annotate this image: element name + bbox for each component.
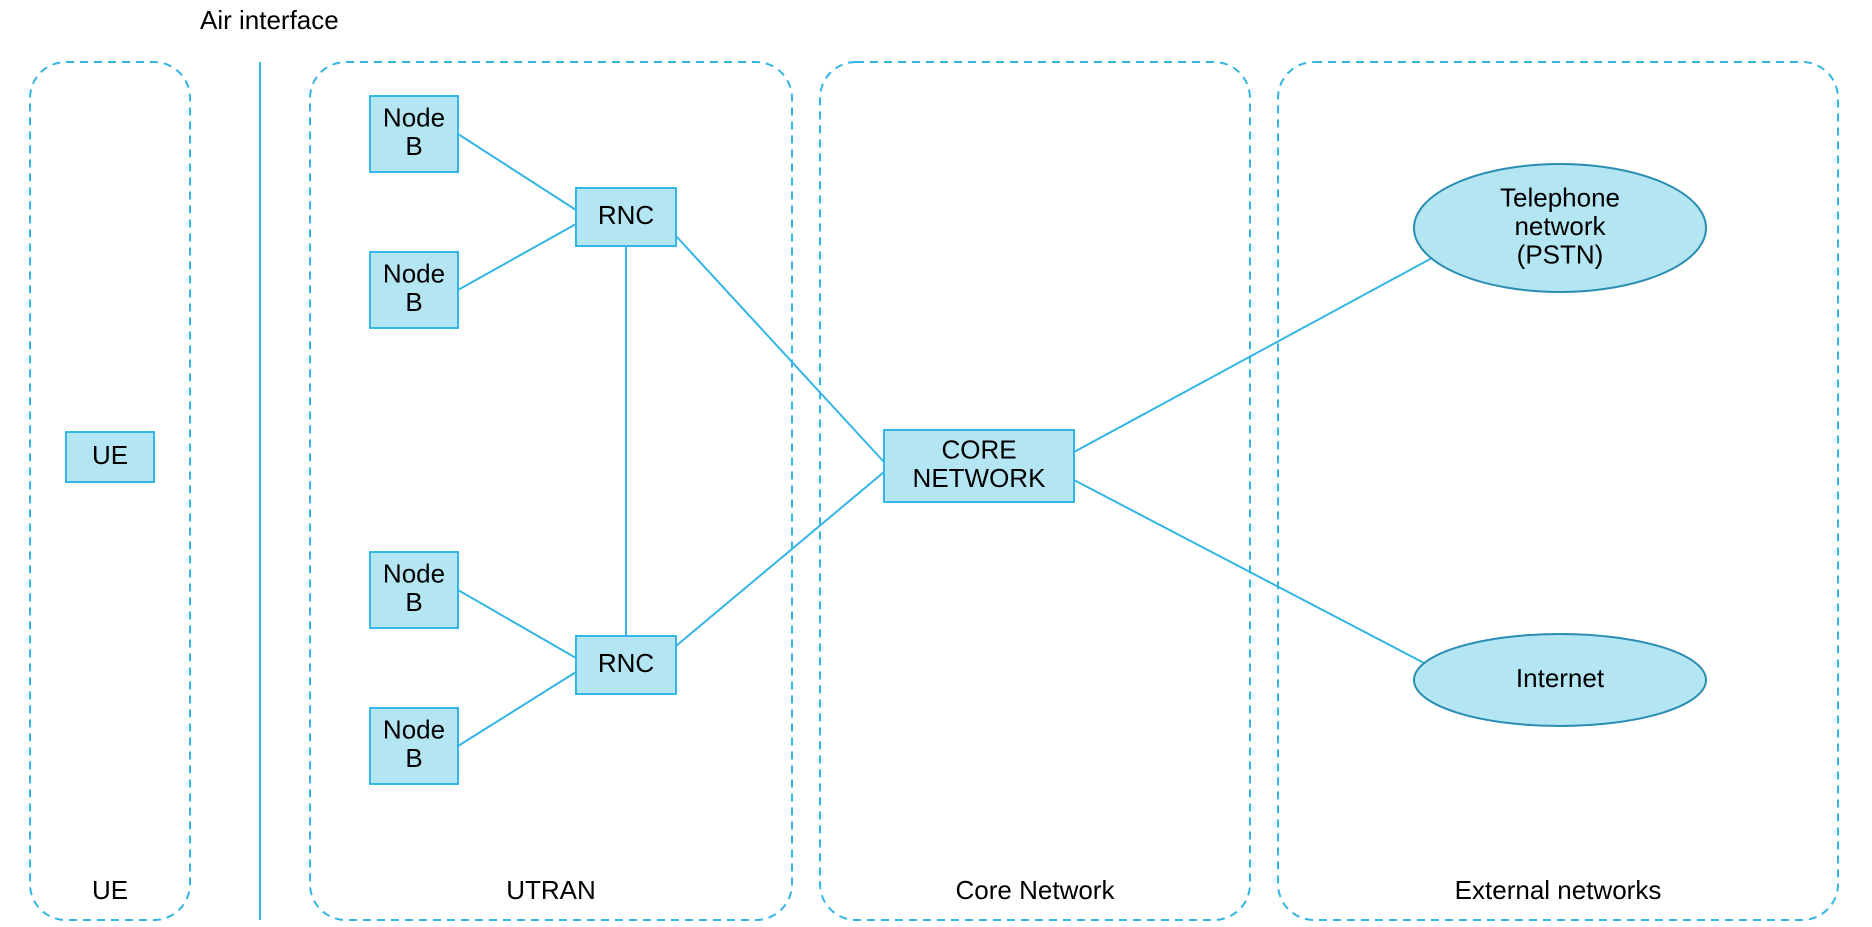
pstn-node-label: (PSTN) (1517, 239, 1604, 269)
nodeb4-rnc2-edge (458, 672, 576, 746)
nodeb-3-label: Node (383, 559, 445, 589)
nodeb-2-label: B (405, 287, 422, 317)
nodeb1-rnc1-edge (458, 134, 576, 210)
network-diagram: Air interface UE UTRAN Core Network External… (0, 0, 1872, 927)
pstn-node-label: Telephone (1500, 182, 1620, 212)
internet-node-label: Internet (1516, 663, 1605, 693)
rnc2-core-edge (676, 472, 884, 646)
nodeb2-rnc1-edge (458, 224, 576, 290)
core-pstn-edge (1074, 258, 1432, 452)
ext-container-label: External networks (1455, 875, 1662, 905)
utran-container-label: UTRAN (506, 875, 596, 905)
nodeb-4-label: Node (383, 715, 445, 745)
nodeb-2-label: Node (383, 259, 445, 289)
rnc-1-label: RNC (598, 200, 654, 230)
core-container-label: Core Network (956, 875, 1116, 905)
air-interface-label: Air interface (200, 5, 339, 35)
rnc-2-label: RNC (598, 648, 654, 678)
rnc1-core-edge (676, 236, 884, 462)
ue-node-label: UE (92, 440, 128, 470)
ue-container (30, 62, 190, 920)
core-node-label: CORE (941, 435, 1016, 465)
nodeb3-rnc2-edge (458, 590, 576, 658)
pstn-node-label: network (1514, 211, 1606, 241)
nodeb-1-label: B (405, 131, 422, 161)
nodeb-1-label: Node (383, 103, 445, 133)
ue-container-label: UE (92, 875, 128, 905)
nodeb-4-label: B (405, 743, 422, 773)
utran-container (310, 62, 792, 920)
nodeb-3-label: B (405, 587, 422, 617)
core-node-label: NETWORK (913, 463, 1047, 493)
